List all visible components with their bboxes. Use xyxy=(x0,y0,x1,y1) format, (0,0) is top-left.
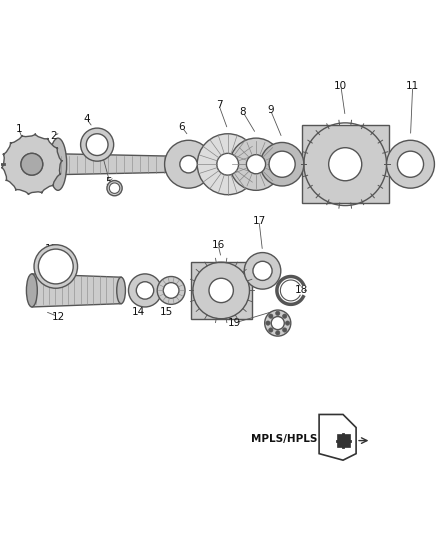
Text: 6: 6 xyxy=(179,122,185,132)
Circle shape xyxy=(217,154,239,175)
Circle shape xyxy=(21,154,43,175)
Text: 9: 9 xyxy=(267,105,274,115)
Bar xyxy=(336,434,350,447)
Ellipse shape xyxy=(107,181,122,196)
Circle shape xyxy=(86,134,108,156)
Polygon shape xyxy=(36,154,184,175)
Ellipse shape xyxy=(117,277,125,304)
Circle shape xyxy=(268,328,273,332)
Text: 11: 11 xyxy=(406,81,419,91)
Circle shape xyxy=(39,249,73,284)
Circle shape xyxy=(197,134,258,195)
Text: 14: 14 xyxy=(132,307,145,317)
Circle shape xyxy=(165,140,212,188)
Ellipse shape xyxy=(49,138,67,190)
Text: 8: 8 xyxy=(240,107,246,117)
Polygon shape xyxy=(2,134,62,195)
Circle shape xyxy=(268,314,273,318)
Text: 2: 2 xyxy=(50,131,57,141)
Circle shape xyxy=(247,155,265,174)
Circle shape xyxy=(253,261,272,280)
Text: 16: 16 xyxy=(212,240,225,250)
Text: 18: 18 xyxy=(295,286,308,295)
Circle shape xyxy=(265,310,291,336)
Circle shape xyxy=(283,314,287,318)
Text: 4: 4 xyxy=(83,114,89,124)
Text: 15: 15 xyxy=(160,307,173,317)
Circle shape xyxy=(157,277,185,304)
Text: 7: 7 xyxy=(215,100,223,110)
Circle shape xyxy=(34,245,78,288)
Circle shape xyxy=(244,253,281,289)
Circle shape xyxy=(328,148,362,181)
Circle shape xyxy=(81,128,114,161)
Circle shape xyxy=(21,154,43,175)
Text: 12: 12 xyxy=(51,312,64,321)
Circle shape xyxy=(286,321,290,325)
Circle shape xyxy=(230,138,282,190)
Polygon shape xyxy=(32,274,121,307)
Circle shape xyxy=(180,156,197,173)
Circle shape xyxy=(271,317,284,329)
Circle shape xyxy=(269,151,295,177)
Circle shape xyxy=(163,282,179,298)
Circle shape xyxy=(276,311,280,316)
Circle shape xyxy=(128,274,162,307)
Circle shape xyxy=(110,183,120,193)
Circle shape xyxy=(283,328,287,332)
Circle shape xyxy=(136,282,154,299)
Ellipse shape xyxy=(26,274,37,307)
Circle shape xyxy=(209,278,233,303)
Text: 13: 13 xyxy=(45,244,58,254)
Text: 10: 10 xyxy=(334,81,347,91)
Text: 5: 5 xyxy=(105,176,111,187)
Circle shape xyxy=(260,142,304,186)
Bar xyxy=(191,262,252,319)
Circle shape xyxy=(266,321,270,325)
Circle shape xyxy=(276,330,280,335)
Circle shape xyxy=(387,140,434,188)
Text: 1: 1 xyxy=(15,124,22,134)
Text: 19: 19 xyxy=(228,318,241,328)
Bar xyxy=(302,125,389,204)
Text: 17: 17 xyxy=(252,216,266,226)
Circle shape xyxy=(397,151,424,177)
Text: MPLS/HPLS: MPLS/HPLS xyxy=(251,434,318,445)
